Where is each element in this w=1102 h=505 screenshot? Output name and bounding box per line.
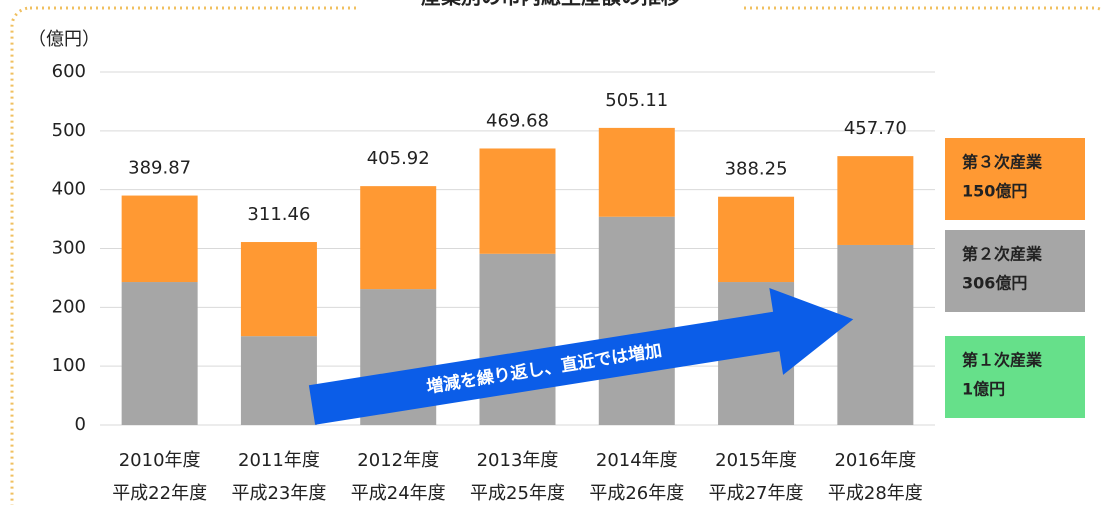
side-box-bg <box>945 138 1085 220</box>
y-tick-label: 600 <box>52 61 86 82</box>
side-box-amount: 150億円 <box>962 182 1027 201</box>
trend-arrow: 増減を繰り返し、直近では増加 <box>308 288 854 425</box>
y-axis-label: （億円） <box>28 29 100 50</box>
bar-segment <box>240 336 317 425</box>
x-tick-label: 2011年度 <box>238 450 320 471</box>
bar-segment <box>240 242 317 337</box>
x-tick-label-sub: 平成26年度 <box>589 483 684 504</box>
bar-segment <box>598 216 675 425</box>
title-bg <box>360 0 740 14</box>
side-box-bg <box>945 230 1085 312</box>
y-tick-label: 100 <box>52 355 86 376</box>
chart-title: 産業別の市内総生産額の推移 <box>421 0 681 9</box>
total-label: 457.70 <box>844 118 907 139</box>
side-box-amount: 1億円 <box>962 380 1005 399</box>
side-box-name: 第１次産業 <box>962 351 1043 370</box>
bar-segment <box>479 148 556 254</box>
side-box-name: 第２次産業 <box>962 245 1043 264</box>
total-label: 311.46 <box>247 204 310 225</box>
bar-segment <box>479 253 556 425</box>
bar-segment <box>360 186 437 290</box>
side-box-bg <box>945 336 1085 418</box>
y-tick-label: 0 <box>75 414 86 435</box>
x-tick-label-sub: 平成23年度 <box>231 483 326 504</box>
x-tick-label: 2014年度 <box>596 450 678 471</box>
y-tick-label: 400 <box>52 179 86 200</box>
bar-segment <box>121 195 198 283</box>
y-tick-label: 300 <box>52 238 86 259</box>
total-label: 388.25 <box>725 159 788 180</box>
bar-segment <box>718 196 795 283</box>
side-box: 第１次産業 1億円 <box>945 336 1085 418</box>
arrow-shape <box>308 288 854 425</box>
side-box-amount: 306億円 <box>962 274 1027 293</box>
x-tick-label: 2013年度 <box>477 450 559 471</box>
x-tick-label-sub: 平成28年度 <box>828 483 923 504</box>
x-tick-label-sub: 平成25年度 <box>470 483 565 504</box>
y-tick-label: 200 <box>52 296 86 317</box>
x-tick-label-sub: 平成22年度 <box>112 483 207 504</box>
side-box: 第３次産業 150億円 <box>945 138 1085 220</box>
total-label: 389.87 <box>128 158 191 179</box>
total-label: 405.92 <box>367 148 430 169</box>
y-tick-label: 500 <box>52 120 86 141</box>
bar-segment <box>837 156 914 245</box>
x-tick-label-sub: 平成27年度 <box>709 483 804 504</box>
x-tick-label: 2015年度 <box>715 450 797 471</box>
x-tick-label: 2012年度 <box>357 450 439 471</box>
side-box-name: 第３次産業 <box>962 153 1043 172</box>
total-label: 505.11 <box>605 90 668 111</box>
x-tick-label: 2016年度 <box>834 450 916 471</box>
x-tick-label: 2010年度 <box>119 450 201 471</box>
bar-segment <box>121 282 198 425</box>
bar-segment <box>837 244 914 425</box>
x-tick-label-sub: 平成24年度 <box>351 483 446 504</box>
total-label: 469.68 <box>486 110 549 131</box>
side-box: 第２次産業 306億円 <box>945 230 1085 312</box>
bar-segment <box>598 127 675 217</box>
